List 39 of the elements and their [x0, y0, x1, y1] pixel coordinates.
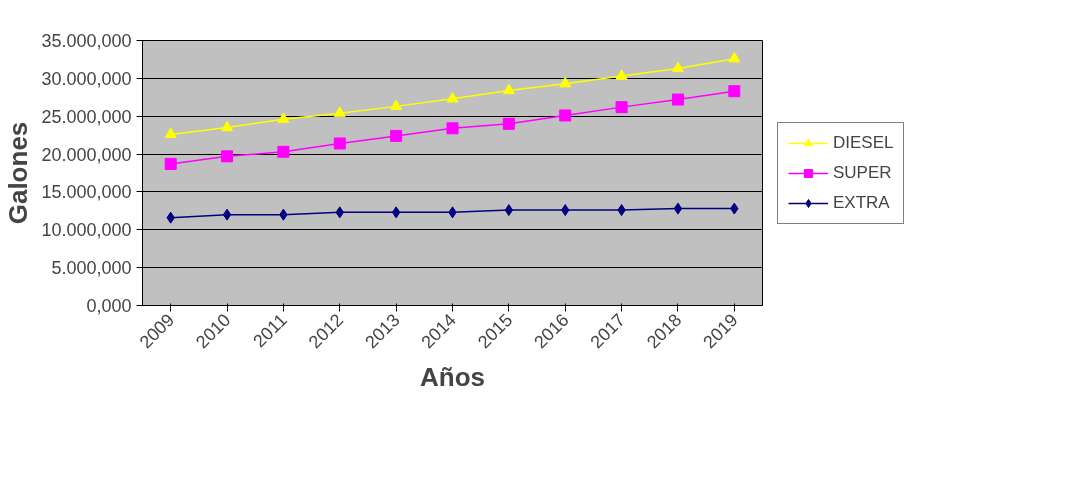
point	[390, 99, 403, 111]
point	[164, 127, 177, 139]
point	[333, 106, 346, 117]
y-tick-label: 25.000,000	[41, 106, 132, 127]
point	[504, 204, 514, 217]
legend-label: EXTRA	[833, 192, 890, 213]
point	[559, 109, 572, 122]
point	[446, 91, 459, 103]
y-tick-label: 15.000,000	[41, 182, 132, 203]
x-axis-title: Años	[420, 362, 485, 393]
y-tick-label: 0,000	[86, 296, 132, 316]
legend-label: DIESEL	[833, 132, 894, 153]
point	[728, 51, 741, 63]
y-axis-title: Galones	[3, 121, 34, 225]
point	[164, 157, 177, 170]
point	[391, 206, 401, 219]
y-tick-label: 10.000,000	[41, 220, 132, 241]
point	[671, 61, 684, 73]
point	[728, 85, 741, 98]
point	[277, 145, 290, 158]
point	[446, 122, 459, 135]
point	[221, 120, 234, 132]
point	[673, 202, 683, 215]
point	[559, 76, 572, 88]
y-tick-label: 20.000,000	[41, 144, 132, 165]
y-tick-label: 35.000,000	[41, 31, 132, 51]
point	[277, 112, 290, 123]
point	[502, 117, 515, 130]
point	[502, 83, 515, 95]
y-tick-label: 5.000,000	[51, 258, 132, 279]
legend-label: SUPER	[833, 162, 892, 183]
y-tick-label: 30.000,000	[41, 68, 132, 89]
point	[615, 101, 628, 114]
point	[390, 129, 403, 142]
point	[671, 93, 684, 106]
point	[222, 208, 232, 221]
point	[615, 69, 628, 80]
point	[221, 150, 234, 163]
point	[333, 137, 346, 150]
